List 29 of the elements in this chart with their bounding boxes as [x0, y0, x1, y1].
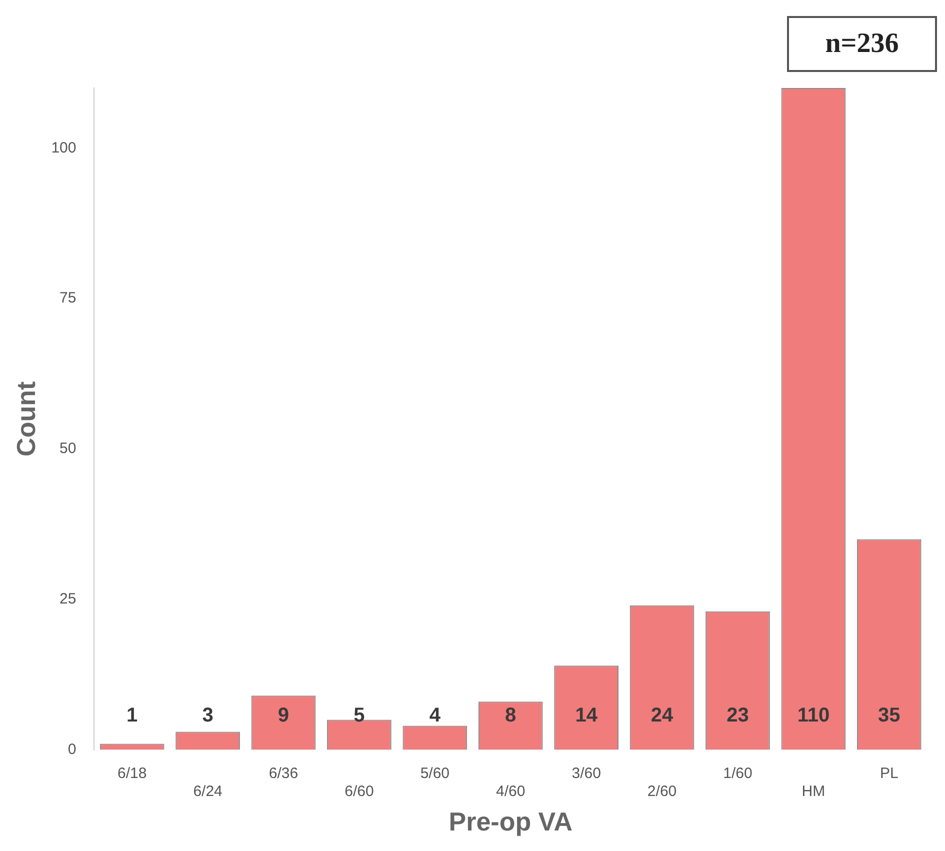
x-tick-label: 3/60	[572, 764, 601, 782]
data-label: 23	[726, 704, 749, 726]
x-tick-label: 6/60	[344, 782, 374, 800]
data-label: 35	[878, 704, 900, 726]
data-label: 3	[202, 704, 214, 726]
data-label: 1	[126, 704, 138, 726]
x-tick-label: 4/60	[496, 782, 526, 800]
data-label: 14	[575, 704, 598, 726]
data-label: 9	[278, 704, 290, 726]
y-tick-label: 100	[51, 139, 76, 156]
data-label: 24	[650, 704, 674, 726]
x-tick-label: 6/24	[193, 782, 222, 800]
y-tick-label: 50	[60, 440, 76, 458]
text: n=236	[787, 16, 937, 72]
data-label: 8	[505, 704, 516, 726]
x-tick-label: 6/36	[268, 764, 298, 782]
data-label: 4	[429, 704, 442, 726]
y-axis-title: Count	[10, 381, 41, 456]
x-tick-label: 5/60	[420, 764, 450, 782]
x-tick-label: PL	[880, 764, 898, 782]
x-tick-label: 1/60	[723, 764, 752, 782]
y-tick-label: 0	[68, 740, 76, 758]
y-tick-label: 75	[60, 290, 76, 307]
x-tick-label: 6/18	[117, 764, 147, 782]
x-tick-label: 2/60	[647, 782, 677, 800]
data-label: 110	[797, 704, 830, 726]
x-tick-label: HM	[802, 782, 826, 800]
y-tick-label: 25	[60, 590, 76, 608]
x-axis-title: Pre-op VA	[448, 806, 573, 837]
